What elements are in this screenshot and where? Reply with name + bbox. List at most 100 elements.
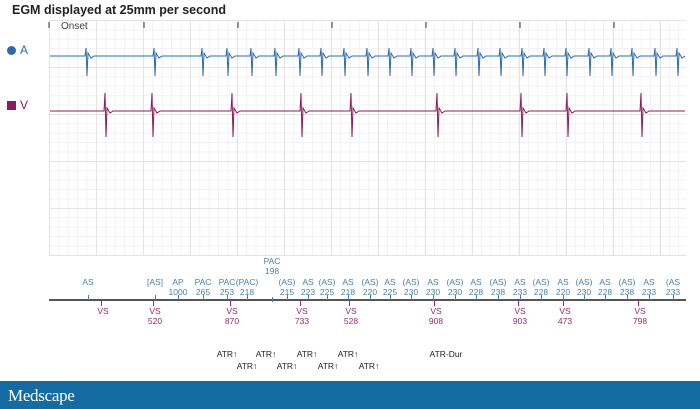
atrial-marker: AS 218 <box>341 277 355 297</box>
atrial-marker: (AS) 230 <box>576 277 593 297</box>
atrial-marker-label: AS <box>514 277 526 287</box>
marker-tick <box>88 295 89 300</box>
ventricular-marker: VS 473 <box>558 306 572 326</box>
ventricular-marker-interval: 903 <box>512 316 528 326</box>
ventricular-trace <box>50 92 685 138</box>
channel-a-label: A <box>7 43 28 57</box>
square-icon <box>7 101 16 110</box>
atrial-marker-interval: 230 <box>403 287 419 297</box>
channel-v-label: V <box>7 98 28 112</box>
marker-tick <box>272 297 273 302</box>
atrial-marker: PAC 253 <box>219 277 236 297</box>
atrial-marker-interval: 233 <box>665 287 681 297</box>
atrial-marker-interval: 228 <box>468 287 484 297</box>
page-title: EGM displayed at 25mm per second <box>12 3 226 17</box>
atrial-marker: AS 228 <box>598 277 612 297</box>
marker-tick <box>411 295 412 300</box>
atrial-marker: AS 225 <box>383 277 397 297</box>
ventricular-marker-label: VS <box>149 306 161 316</box>
marker-tick <box>203 295 204 300</box>
atrial-marker: (AS) 225 <box>319 277 336 297</box>
atr-event-label: ATR-Dur <box>429 349 463 359</box>
atrial-marker-interval: 265 <box>195 287 211 297</box>
atrial-marker: PAC 265 <box>195 277 212 297</box>
atrial-marker: (PAC) 218 <box>236 277 259 297</box>
marker-tick <box>498 295 499 300</box>
ventricular-marker-interval: 908 <box>428 316 444 326</box>
atr-event-label: ATR↑ <box>317 361 339 371</box>
atrial-marker-interval: 228 <box>533 287 549 297</box>
atrial-marker-interval: 253 <box>219 287 235 297</box>
atrial-marker-label: (AS) <box>361 277 379 287</box>
marker-tick <box>349 300 350 306</box>
ventricular-marker: VS 520 <box>148 306 162 326</box>
marker-tick <box>390 295 391 300</box>
marker-tick <box>247 295 248 300</box>
atrial-marker-label: AS <box>470 277 482 287</box>
atr-event: ATR↑ <box>359 361 380 371</box>
ventricular-marker: VS <box>97 306 108 316</box>
atrial-marker-interval: 225 <box>382 287 398 297</box>
ventricular-marker-label: VS <box>345 306 357 316</box>
ventricular-marker-label: VS <box>634 306 646 316</box>
medscape-logo: Medscape <box>8 386 75 405</box>
atrial-marker: AS 220 <box>556 277 570 297</box>
atrial-marker-label: (AS) <box>618 277 636 287</box>
ventricular-marker-label: VS <box>559 306 571 316</box>
atrial-marker: AS 233 <box>642 277 656 297</box>
atrial-marker-interval: 238 <box>619 287 635 297</box>
atrial-marker-interval: 223 <box>300 287 316 297</box>
marker-tick <box>178 295 179 300</box>
atr-event: ATR-Dur <box>430 349 463 359</box>
atr-event: ATR↑ <box>217 349 238 359</box>
atr-event: ATR↑ <box>237 361 258 371</box>
atrial-marker-label: (AS) <box>446 277 464 287</box>
atrial-marker-interval: 225 <box>319 287 335 297</box>
atrial-marker: AS 230 <box>426 277 440 297</box>
marker-tick <box>584 295 585 300</box>
marker-axis <box>49 299 686 301</box>
marker-tick <box>308 295 309 300</box>
marker-tick <box>348 295 349 300</box>
egm-grid <box>49 20 686 256</box>
marker-tick <box>673 295 674 300</box>
atr-event: ATR↑ <box>297 349 318 359</box>
marker-tick <box>153 300 154 306</box>
marker-tick <box>433 295 434 300</box>
marker-tick <box>520 295 521 300</box>
ventricular-marker: VS 798 <box>633 306 647 326</box>
channel-v-text: V <box>20 98 29 112</box>
atr-event-label: ATR↑ <box>236 361 258 371</box>
atrial-marker: AS <box>82 277 93 287</box>
atrial-marker-label: PAC <box>263 256 281 266</box>
channel-a-text: A <box>20 43 29 57</box>
atrial-marker-interval: 218 <box>239 287 255 297</box>
atrial-marker-label: PAC <box>218 277 236 287</box>
atr-event-label: ATR↑ <box>337 349 359 359</box>
atrial-marker: (AS) 230 <box>403 277 420 297</box>
atrial-marker: (AS) 215 <box>279 277 296 297</box>
atrial-marker-label: (AS) <box>318 277 336 287</box>
marker-tick <box>627 295 628 300</box>
ventricular-marker-label: VS <box>226 306 238 316</box>
ventricular-marker: VS 870 <box>225 306 239 326</box>
atrial-marker-interval: 215 <box>279 287 295 297</box>
marker-tick <box>434 300 435 306</box>
atr-event-label: ATR↑ <box>216 349 238 359</box>
marker-tick <box>101 300 102 306</box>
atrial-marker-interval: 220 <box>362 287 378 297</box>
atrial-marker-label: (AS) <box>532 277 550 287</box>
atrial-marker-interval: 220 <box>555 287 571 297</box>
egm-traces <box>48 22 686 138</box>
atrial-marker: AS 228 <box>469 277 483 297</box>
ventricular-marker: VS 903 <box>513 306 527 326</box>
marker-tick <box>455 295 456 300</box>
atrial-marker: (AS) 238 <box>490 277 507 297</box>
marker-tick <box>300 300 301 306</box>
marker-tick <box>563 300 564 306</box>
marker-tick <box>227 295 228 300</box>
atrial-marker-interval: 238 <box>490 287 506 297</box>
atrial-marker: (AS) 220 <box>362 277 379 297</box>
atrial-marker-label: (AS) <box>489 277 507 287</box>
marker-tick <box>476 295 477 300</box>
